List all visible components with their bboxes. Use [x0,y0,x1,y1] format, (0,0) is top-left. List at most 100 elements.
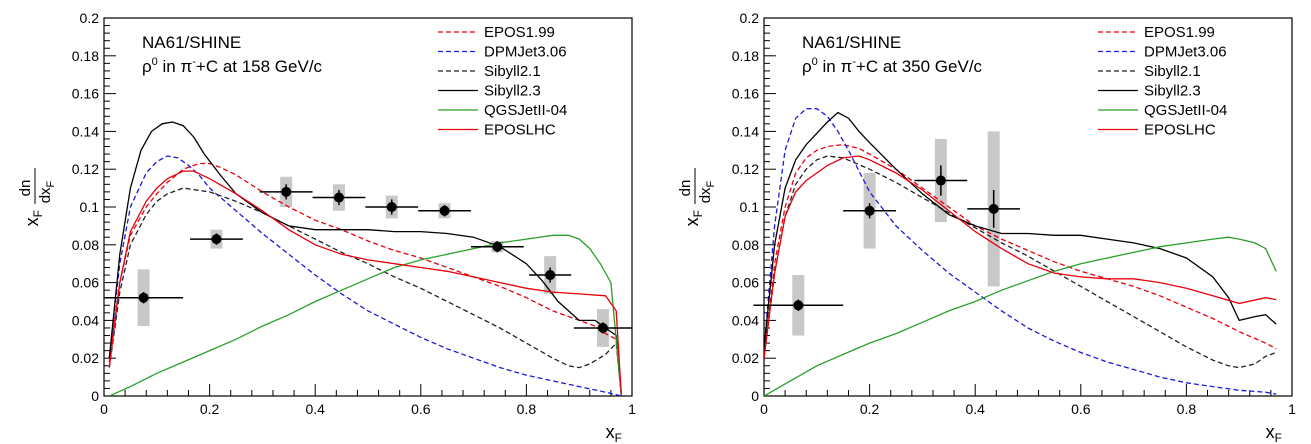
legend-label: Sibyll2.1 [484,63,541,80]
series-line-eposlhc [764,155,1277,359]
y-tick-label: 0.16 [72,86,99,102]
y-axis-title-den: dxF [697,180,717,203]
y-tick-label: 0 [751,388,759,404]
y-axis-title-x: xF [682,210,705,226]
y-axis-title-den-main: dx [37,187,54,203]
reaction-label-mid: in π [818,57,852,76]
y-tick-label: 0.08 [72,237,99,253]
legend-label: DPMJet3.06 [484,44,567,61]
legend-label: Sibyll2.3 [484,83,541,100]
legend-label: EPOSLHC [1144,122,1216,139]
experiment-label: NA61/SHINE [142,33,241,52]
reaction-label-mid-sup: - [852,56,856,68]
reaction-label-mid: in π [158,57,192,76]
reaction-label: ρ0 in π-+C at 350 GeV/c [802,56,983,76]
y-tick-label: 0.2 [80,10,100,26]
y-axis-title-num: dn [17,180,34,197]
y-tick-label: 0.12 [732,161,759,177]
series-line-qgsjetii-04 [764,236,1277,396]
series-line-dpmjet3-06 [764,108,1277,395]
y-tick-label: 0.12 [72,161,99,177]
x-tick-label: 1 [628,401,636,417]
y-axis-title-den-sub: F [45,180,57,187]
x-tick-label: 0.8 [1177,401,1197,417]
series-line-qgsjetii-04 [109,234,623,396]
x-tick-label: 0.8 [517,401,537,417]
legend-label: EPOSLHC [484,122,556,139]
series-line-epos1-99 [764,143,1277,359]
legend-label: EPOS1.99 [1144,24,1215,41]
x-axis-title-main: x [606,422,615,442]
chart-panel-350: 0 0.02 0.04 0.06 0.08 0.1 0.12 0.14 0.16 0.18 0.2 0… [677,10,1296,444]
y-axis-title-den-sub: F [705,180,717,187]
series-line-dpmjet3-06 [108,155,622,396]
x-axis-title-sub: F [615,431,622,444]
series-line-sibyll2-1 [108,187,623,396]
series-line-eposlhc [108,170,623,396]
y-tick-label: 0.18 [732,48,759,64]
y-tick-label: 0.06 [72,275,99,291]
x-tick-label: 1 [1288,401,1296,417]
y-tick-label: 0.1 [80,199,100,215]
legend-label: DPMJet3.06 [1144,44,1227,61]
data-point [439,205,450,216]
data-point [935,175,946,186]
y-axis-title-x-main: x [22,217,42,226]
data-point [793,300,804,311]
y-tick-label: 0.04 [72,312,99,328]
legend-label: QGSJetII-04 [1144,102,1227,119]
data-point [211,234,222,245]
experiment-label: NA61/SHINE [802,33,901,52]
y-tick-label: 0.14 [72,123,99,139]
reaction-label-particle: ρ [802,57,812,76]
chart-panel-158: 0 0.02 0.04 0.06 0.08 0.1 0.12 0.14 0.16 0.18 0.2 0… [17,10,636,444]
legend-label: EPOS1.99 [484,24,555,41]
y-axis-title-den-main: dx [697,187,714,203]
legend-label: Sibyll2.1 [1144,63,1201,80]
reaction-label-suffix: +C at 158 GeV/c [196,57,323,76]
y-tick-label: 0.06 [732,275,759,291]
x-axis-title-sub: F [1275,431,1282,444]
x-tick-label: 0.4 [305,401,325,417]
series-line-sibyll2-3 [764,111,1277,349]
x-tick-label: 0.2 [200,401,220,417]
reaction-label-particle-sup: 0 [152,56,158,68]
data-point [138,292,149,303]
y-tick-label: 0.04 [732,312,759,328]
y-axis-title-x: xF [22,210,45,226]
legend-label: QGSJetII-04 [484,102,567,119]
y-axis-title-x-sub: F [31,210,45,217]
y-axis-title-x-sub: F [691,210,705,217]
data-point [597,322,608,333]
y-tick-label: 0.02 [72,350,99,366]
x-tick-label: 0 [760,401,768,417]
reaction-label-particle: ρ [142,57,152,76]
data-point [864,205,875,216]
reaction-label-particle-sup: 0 [812,56,818,68]
data-point [333,192,344,203]
y-axis-title-num: dn [677,180,694,197]
data-point [545,270,556,281]
reaction-label: ρ0 in π-+C at 158 GeV/c [142,56,323,76]
x-tick-label: 0.2 [860,401,880,417]
y-tick-label: 0.16 [732,86,759,102]
reaction-label-suffix: +C at 350 GeV/c [856,57,983,76]
data-point [386,202,397,212]
x-tick-label: 0 [100,401,108,417]
y-tick-label: 0.2 [740,10,760,26]
reaction-label-mid-sup: - [192,56,196,68]
series-line-sibyll2-1 [764,155,1277,369]
x-tick-label: 0.4 [965,401,985,417]
legend-label: Sibyll2.3 [1144,83,1201,100]
x-tick-label: 0.6 [411,401,431,417]
series-line-sibyll2-3 [108,121,623,396]
x-tick-label: 0.6 [1071,401,1091,417]
y-axis-title-den: dxF [37,180,57,203]
x-axis-title: xF [606,422,622,444]
x-axis-title-main: x [1266,422,1275,442]
y-tick-label: 0.02 [732,350,759,366]
series-line-epos1-99 [108,162,623,396]
data-point [988,203,999,214]
